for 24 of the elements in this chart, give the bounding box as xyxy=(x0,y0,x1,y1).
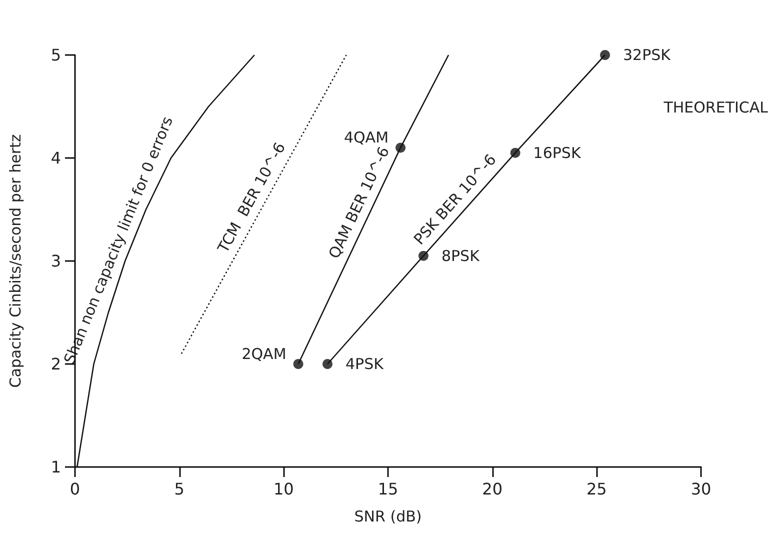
x-tick-label: 25 xyxy=(586,480,607,498)
y-tick-label: 2 xyxy=(50,354,61,374)
x-tick-label: 5 xyxy=(174,480,184,498)
annotation: 8PSK xyxy=(441,246,481,265)
point xyxy=(600,50,610,60)
x-tick-label: 20 xyxy=(482,480,503,498)
annotation: 16PSK xyxy=(533,144,582,162)
x-tick-label: 30 xyxy=(690,480,712,498)
annotation: 2QAM xyxy=(242,345,286,363)
y-tick-label: 5 xyxy=(50,46,61,64)
point xyxy=(322,359,332,369)
point xyxy=(293,359,304,369)
annotation: 4QAM xyxy=(344,128,389,147)
y-tick-label: 3 xyxy=(50,252,61,270)
x-tick-label: 15 xyxy=(378,480,398,498)
y-tick-label: 4 xyxy=(50,148,61,168)
annotation: 32PSK xyxy=(623,46,672,64)
x-axis-title: SNR (dB) xyxy=(354,508,422,526)
y-tick-label: 1 xyxy=(50,458,61,476)
y-axis-title: Capacity Cinbits/second per hertz xyxy=(6,134,24,388)
x-tick-label: 10 xyxy=(273,480,294,498)
annotation: THEORETICAL xyxy=(662,98,769,116)
annotation: 4PSK xyxy=(345,355,385,373)
x-tick-label: 0 xyxy=(70,480,80,498)
